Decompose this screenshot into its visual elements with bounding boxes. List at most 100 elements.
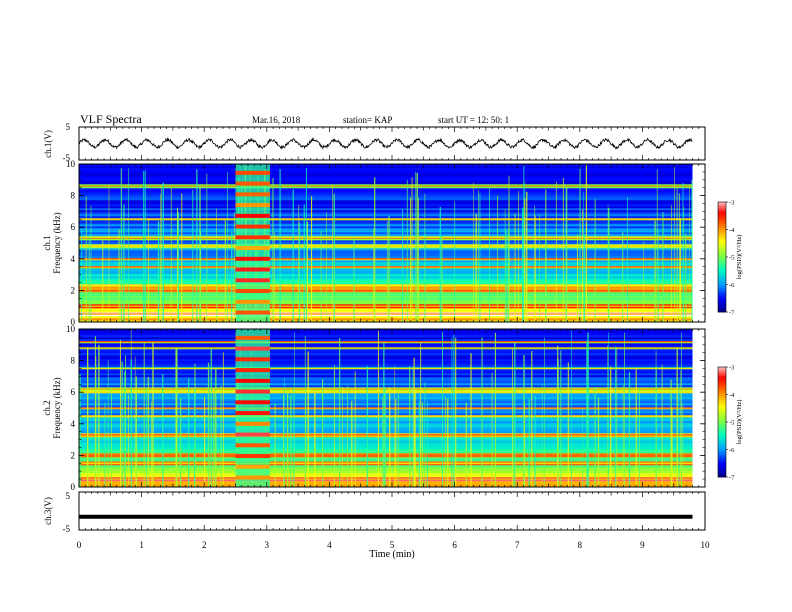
y-tick-label: 8 bbox=[71, 356, 76, 366]
spectrogram-row bbox=[79, 278, 693, 281]
colorbar-segment bbox=[718, 450, 726, 454]
spectrogram-row bbox=[79, 248, 693, 251]
spectrogram-row bbox=[79, 208, 693, 211]
y-tick-label: 8 bbox=[71, 191, 76, 201]
spectrogram-row bbox=[79, 180, 693, 183]
spectrogram-row bbox=[79, 381, 693, 384]
spectrogram-row bbox=[79, 242, 693, 245]
colorbar-segment bbox=[718, 426, 726, 429]
spectrogram-row bbox=[79, 254, 693, 257]
colorbar-segment bbox=[718, 474, 726, 478]
spectrogram-row bbox=[79, 224, 693, 227]
burst-band bbox=[235, 299, 270, 304]
colorbar-segment bbox=[718, 468, 726, 471]
colorbar-tick-label: -3 bbox=[729, 200, 734, 207]
colorbar-segment bbox=[718, 382, 726, 385]
ch2-spectrogram-panel: 0 2 4 6 8 10 ch.2 Frequency (kHz) -3 -4 -5 -6 -7 l… bbox=[42, 324, 743, 492]
spectrogram-row bbox=[79, 256, 693, 259]
colorbar-segment bbox=[718, 208, 726, 212]
spectrogram-row bbox=[79, 182, 693, 185]
colorbar-segment bbox=[718, 393, 726, 396]
ch1-waveform-panel: 5 -5 ch.1(V) bbox=[43, 122, 706, 163]
spectrogram-row bbox=[79, 373, 693, 376]
spectrogram-row bbox=[79, 170, 693, 173]
spectrogram-row bbox=[79, 198, 693, 201]
ch2-spectrogram-image bbox=[78, 329, 693, 488]
colorbar-segment bbox=[718, 259, 726, 262]
spectrogram-row bbox=[79, 318, 693, 321]
burst-band bbox=[235, 267, 270, 272]
colorbar-segment bbox=[718, 224, 726, 227]
colorbar-segment bbox=[718, 237, 726, 240]
spectrogram-row bbox=[79, 359, 693, 362]
colorbar-segment bbox=[718, 404, 726, 407]
spectrogram-row bbox=[79, 377, 693, 380]
spectrogram-row bbox=[79, 337, 693, 340]
colorbar-segment bbox=[718, 428, 726, 432]
time-axis-tick-label: 9 bbox=[640, 540, 645, 550]
burst-band bbox=[235, 443, 270, 448]
spectrogram-row bbox=[79, 168, 693, 171]
colorbar-tick-label: -4 bbox=[729, 392, 735, 399]
spectrogram-row bbox=[79, 379, 693, 382]
colorbar-segment bbox=[718, 232, 726, 236]
spectrogram-row bbox=[79, 312, 693, 315]
colorbar-segment bbox=[718, 441, 726, 445]
colorbar-segment bbox=[718, 391, 726, 394]
colorbar-tick-label: -6 bbox=[729, 447, 735, 454]
colorbar-segment bbox=[718, 402, 726, 405]
spectrogram-row bbox=[79, 214, 693, 217]
burst-band bbox=[235, 289, 270, 294]
colorbar-segment bbox=[718, 276, 726, 280]
spectrogram-row bbox=[79, 264, 693, 267]
colorbar-segment bbox=[718, 274, 726, 278]
ch2-freq-ylabel: Frequency (kHz) bbox=[52, 377, 62, 438]
colorbar-segment bbox=[718, 307, 726, 311]
spectrogram-row bbox=[79, 262, 693, 265]
burst-band bbox=[235, 411, 270, 416]
colorbar-segment bbox=[718, 248, 726, 251]
ch1-freq-ylabel: Frequency (kHz) bbox=[52, 212, 62, 273]
spectrogram-row bbox=[79, 288, 693, 291]
colorbar-segment bbox=[718, 413, 726, 416]
ch2-colorbar: -3 -4 -5 -6 -7 log(PSD)(V²/Hz) bbox=[717, 365, 743, 482]
colorbar-segment bbox=[718, 386, 726, 390]
colorbar-segment bbox=[718, 294, 726, 297]
colorbar-segment bbox=[718, 439, 726, 443]
ch2-channel-label: ch.2 bbox=[42, 400, 52, 415]
station-label: station= KAP bbox=[343, 115, 392, 125]
colorbar-segment bbox=[718, 448, 726, 451]
ch1-ylabel: ch.1(V) bbox=[43, 130, 53, 158]
colorbar-segment bbox=[718, 235, 726, 238]
spectrogram-row bbox=[79, 230, 693, 233]
colorbar-segment bbox=[718, 461, 726, 465]
spectrogram-row bbox=[79, 314, 693, 317]
colorbar-segment bbox=[718, 281, 726, 284]
time-axis-tick-label: 2 bbox=[202, 540, 207, 550]
colorbar-segment bbox=[718, 305, 726, 308]
spectrogram-row bbox=[79, 220, 693, 223]
burst-band bbox=[235, 454, 270, 459]
spectrogram-row bbox=[79, 222, 693, 225]
spectrogram-row bbox=[79, 206, 693, 209]
burst-band bbox=[235, 368, 270, 373]
colorbar-segment bbox=[718, 296, 726, 300]
ch3-xticks bbox=[78, 492, 706, 530]
time-axis-tick-label: 3 bbox=[265, 540, 270, 550]
spectrogram-row bbox=[79, 188, 693, 191]
colorbar-segment bbox=[718, 219, 726, 223]
ch1-spectrogram-image bbox=[79, 164, 693, 323]
colorbar-segment bbox=[718, 239, 726, 242]
burst-band bbox=[235, 475, 270, 480]
spectrogram-row bbox=[79, 274, 693, 277]
colorbar-segment bbox=[718, 206, 726, 209]
time-axis-label: Time (min) bbox=[369, 549, 414, 560]
colorbar-segment bbox=[718, 470, 726, 473]
spectrogram-row bbox=[79, 260, 693, 263]
colorbar-tick-label: -3 bbox=[729, 365, 734, 372]
ch1-ytick-bottom: -5 bbox=[63, 153, 71, 163]
colorbar-segment bbox=[718, 268, 726, 271]
spectrogram-row bbox=[79, 296, 693, 299]
burst-band bbox=[235, 246, 270, 251]
ch3-waveform-frame bbox=[78, 491, 706, 531]
